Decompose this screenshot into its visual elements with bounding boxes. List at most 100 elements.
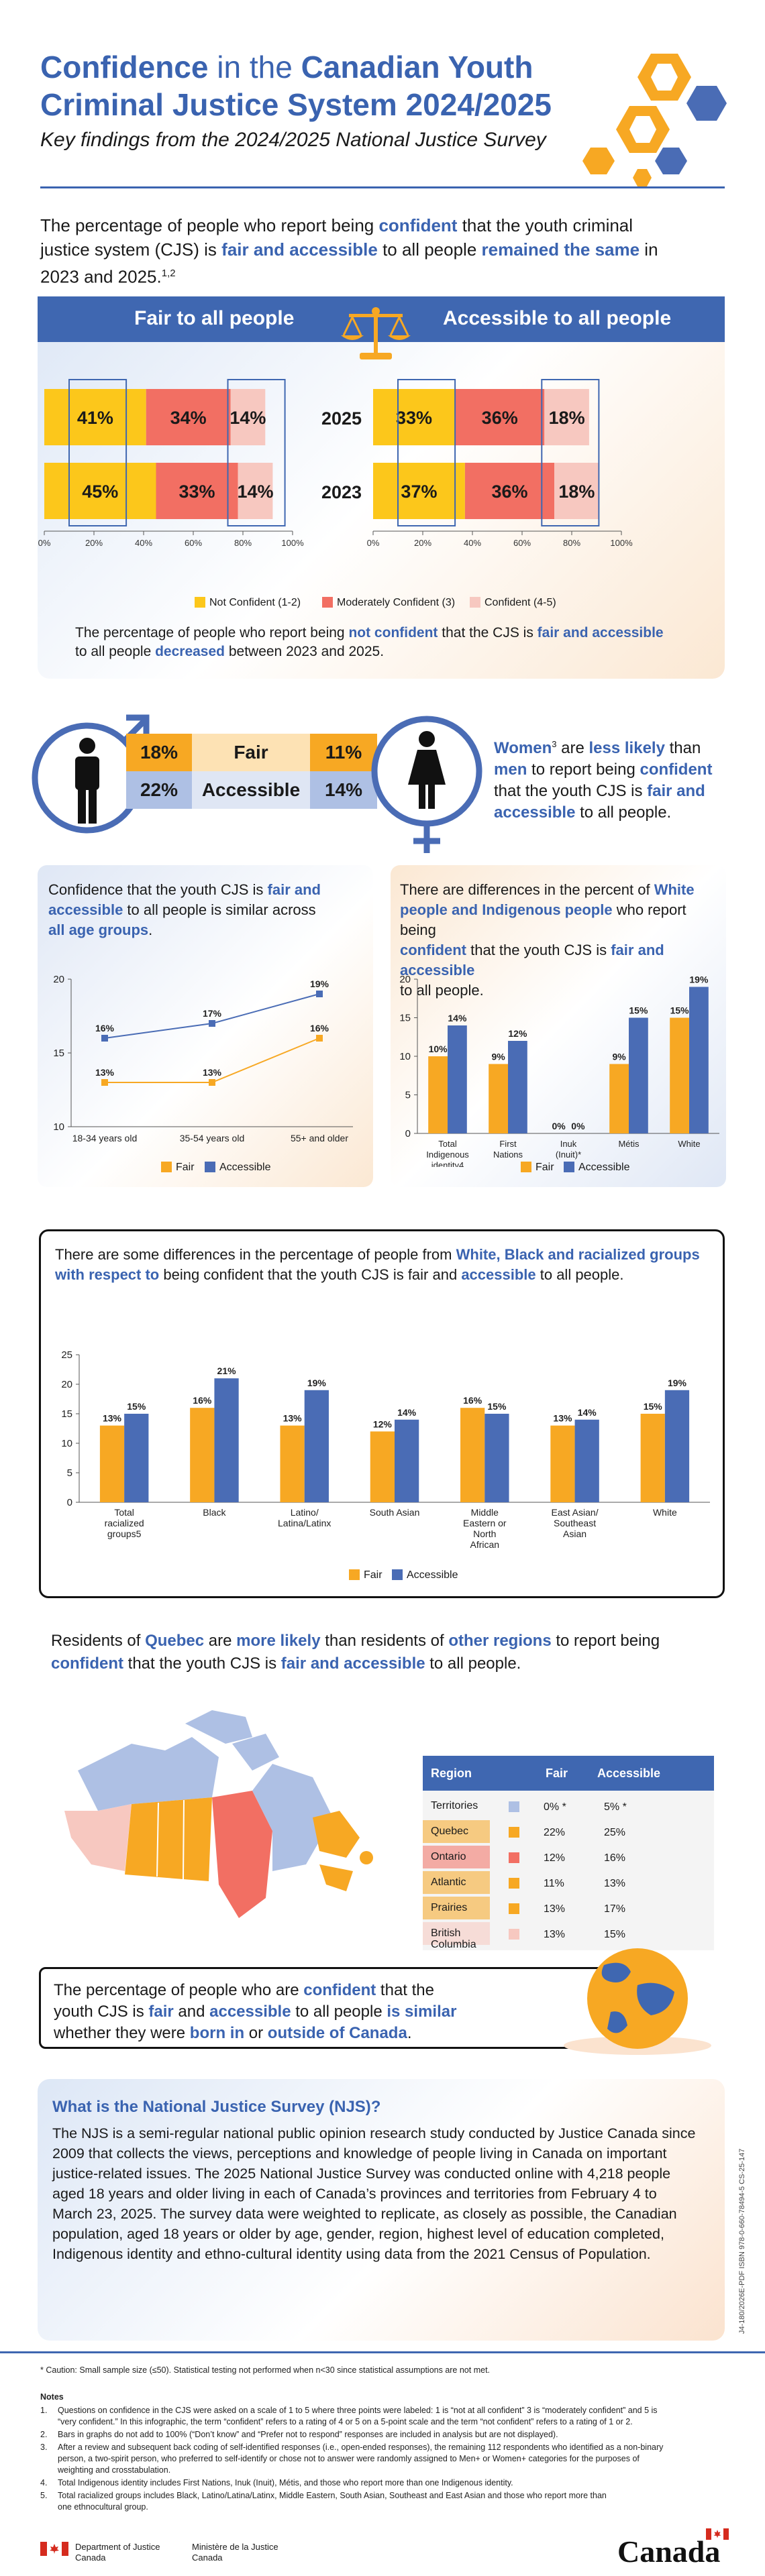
racial-category-label: Eastern or [463,1518,507,1528]
region-row-prairies: Prairies 13% 17% [423,1897,714,1925]
age-point-accessible [316,991,323,997]
accessible-tick-label: 60% [513,538,531,548]
racial-category-label: Black [203,1507,226,1518]
fair-2025-confident-bar [230,389,266,445]
racial-data-label: 12% [373,1418,393,1429]
region-name: Ontario [431,1851,466,1862]
racial-category-label: South Asian [370,1507,420,1518]
racial-category-label: groups5 [107,1528,142,1539]
canada-wordmark: Canada [617,2534,721,2569]
racial-data-label: 19% [668,1378,687,1388]
region-color-swatch [423,1846,490,1868]
fair-2023-confident-bar [238,463,273,519]
age-point-accessible [209,1020,215,1027]
indig-bar-fair [489,1064,508,1133]
indig-bar-accessible [629,1017,648,1133]
quebec-text: Residents of Quebec are more likely than… [51,1632,660,1673]
njs-body-line: population, aged 18 years or older by ag… [52,2226,664,2242]
accessible-2023-moderate-label: 36% [491,482,527,502]
region-accessible-value: 15% [604,1929,626,1940]
age-point-accessible [101,1035,108,1042]
note-number: 5. [40,2491,48,2500]
racial-category-label: East Asian/ [552,1507,599,1518]
indig-legend-accessible: Accessible [564,1162,629,1174]
region-fair-value: 13% [544,1929,566,1940]
age-panel-text: Confidence that the youth CJS is fair an… [48,881,321,938]
accessible-tick-label: 100% [610,538,633,548]
accessible-highlight-box-not [397,379,456,526]
accessible-highlight-box-conf [541,379,600,526]
section-divider [0,2351,765,2353]
region-legend-square [509,1903,519,1914]
male-symbol-icon [32,714,150,834]
fair-tick-label: 0% [38,538,51,548]
racial-category-label: Latina/Latinx [278,1518,331,1528]
racial-bar-fair [640,1414,665,1502]
racial-data-label: 19% [307,1378,327,1388]
indigenous-panel-text: There are differences in the percent of … [400,881,695,999]
header-divider [40,186,725,188]
region-row-atlantic: Atlantic 11% 13% [423,1871,714,1899]
indig-category-label: First [499,1139,517,1149]
page-subtitle: Key findings from the 2024/2025 National… [40,129,546,151]
men-accessible-value: 22% [126,771,192,809]
racial-y-tick-label: 5 [67,1467,72,1479]
age-group-panel [38,865,373,1187]
fair-2023-moderate-bar [156,463,238,519]
indig-data-label: 15% [629,1005,648,1016]
women-accessible-value: 14% [310,771,377,809]
globe-icon [564,1948,711,2055]
racial-bar-accessible [395,1419,419,1502]
legend-not-confident: Not Confident (1-2) [195,597,301,609]
indig-data-label: 9% [491,1052,505,1062]
region-table-header: Region Fair Accessible [423,1756,714,1791]
region-fair-value: 11% [544,1878,564,1889]
racial-y-tick-label: 20 [61,1379,72,1390]
note-line: Questions on confidence in the CJS were … [58,2406,658,2415]
accessible-2025-not-bar [373,389,456,445]
racial-category-label: Asian [563,1528,586,1539]
col-accessible-header: Accessible [597,1767,661,1780]
indig-category-label: Total [438,1139,457,1149]
njs-body-line: justice-related issues. The 2025 Nationa… [52,2166,671,2182]
age-point-fair [316,1035,323,1042]
fair-2025-not-bar [44,389,146,445]
birthplace-panel [39,1967,624,2049]
indig-data-label: 9% [612,1052,626,1062]
racial-data-label: 15% [127,1401,146,1412]
accessible-2025-confident-bar [544,389,589,445]
racial-bar-accessible [484,1414,509,1502]
njs-heading: What is the National Justice Survey (NJS… [52,2098,381,2116]
racial-y-tick-label: 0 [67,1497,72,1508]
racial-panel-text: There are some differences in the percen… [55,1246,700,1283]
indig-data-label: 15% [670,1005,690,1016]
indig-category-label: Nations [493,1150,523,1160]
accessible-2023-confident-bar [554,463,599,519]
page-title-line1: Confidence in the Canadian Youth [40,50,533,85]
racial-category-label: racialized [105,1518,144,1528]
indig-legend-fair: Fair [521,1162,554,1174]
indig-bar-accessible [448,1025,467,1133]
fair-2025-moderate-bar [146,389,231,445]
indig-data-label: 14% [448,1013,467,1023]
region-fair-value: 0% * [544,1801,566,1813]
accessible-2025-moderate-bar [455,389,545,445]
region-row-ontario: Ontario 12% 16% [423,1846,714,1874]
fair-2025-not-label: 41% [77,408,113,428]
fair-2023-not-bar [44,463,156,519]
indig-category-label: Métis [618,1139,640,1149]
region-color-swatch [423,1871,490,1894]
indig-bar-fair [428,1056,448,1133]
accessible-2023-not-bar [373,463,465,519]
region-legend-square [509,1929,519,1940]
indig-category-label: Indigenous [426,1150,469,1160]
region-name: Prairies [431,1902,468,1913]
indig-data-label: 19% [689,974,709,985]
age-y-tick-label: 20 [53,974,64,985]
racial-category-label: African [470,1539,499,1550]
indig-y-tick-label: 15 [399,1013,411,1024]
age-point-fair [101,1079,108,1086]
scales-of-justice-icon [341,307,411,359]
